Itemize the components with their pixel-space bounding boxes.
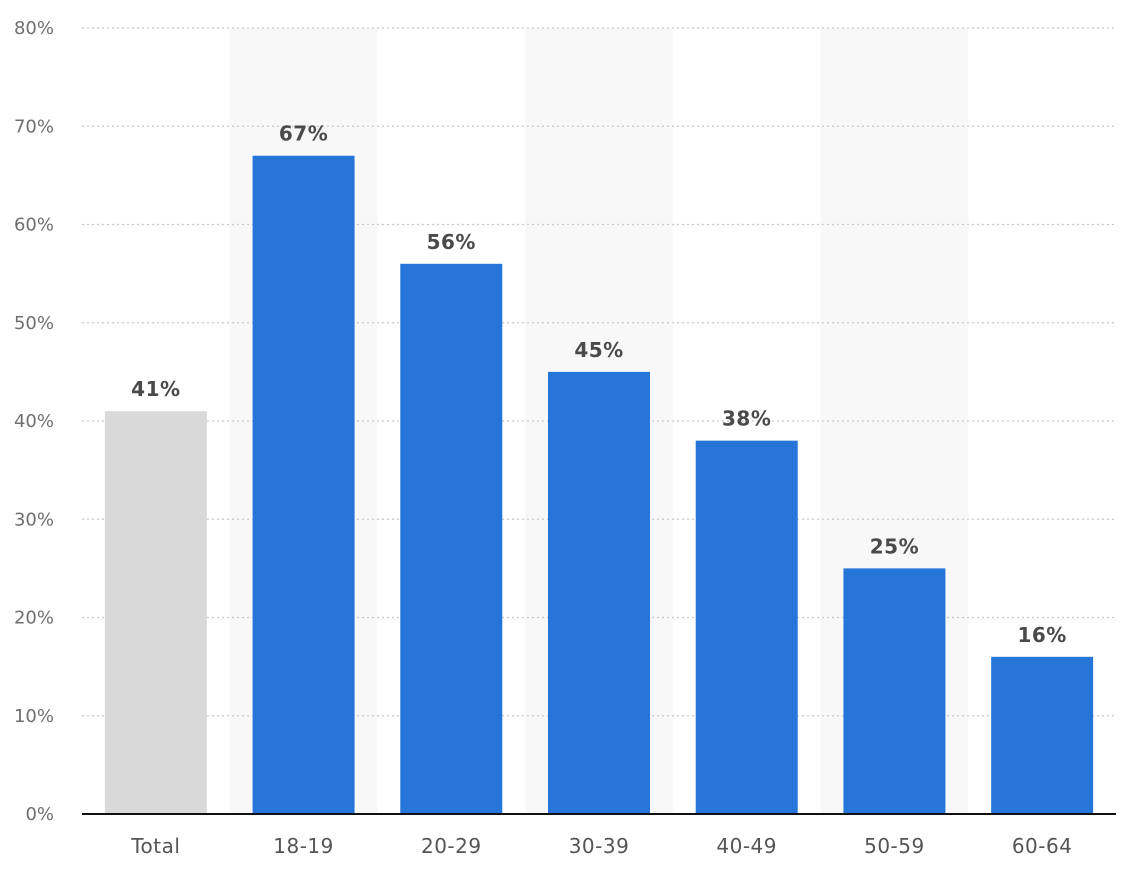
x-tick-label: 60-64 — [1012, 834, 1073, 858]
bar — [252, 155, 355, 815]
bar-value-label: 56% — [427, 230, 476, 254]
y-tick-label: 60% — [14, 215, 54, 236]
x-tick-label: 18-19 — [273, 834, 334, 858]
bar-value-label: 45% — [574, 338, 623, 362]
y-tick-label: 30% — [14, 509, 54, 530]
x-tick-label: 40-49 — [716, 834, 777, 858]
y-tick-label: 10% — [14, 706, 54, 727]
bar — [843, 568, 946, 814]
x-tick-label: 30-39 — [569, 834, 630, 858]
bar-value-label: 38% — [722, 407, 771, 431]
bar-value-label: 41% — [131, 377, 180, 401]
bar-value-label: 25% — [870, 534, 919, 558]
bar — [548, 371, 650, 814]
y-tick-label: 80% — [14, 18, 54, 39]
bar — [991, 656, 1094, 814]
y-tick-label: 20% — [14, 608, 54, 629]
x-tick-label: Total — [130, 834, 180, 858]
bar-value-labels: 41% 67% 56% 45% 38% 25% 16% — [131, 122, 1066, 647]
y-tick-label: 50% — [14, 313, 54, 334]
y-tick-label: 0% — [25, 804, 54, 825]
y-axis-tick-labels: 0% 10% 20% 30% 40% 50% 60% 70% 80% — [14, 18, 54, 825]
bar-value-label: 67% — [279, 122, 328, 146]
x-tick-label: 50-59 — [864, 834, 925, 858]
x-tick-label: 20-29 — [421, 834, 482, 858]
y-tick-label: 70% — [14, 116, 54, 137]
bar — [104, 411, 207, 814]
bar-value-label: 16% — [1017, 623, 1066, 647]
bar — [400, 263, 503, 814]
y-tick-label: 40% — [14, 411, 54, 432]
x-axis-category-labels: Total 18-19 20-29 30-39 40-49 50-59 60-64 — [130, 834, 1072, 858]
bar — [695, 440, 798, 814]
bars — [104, 155, 1094, 815]
